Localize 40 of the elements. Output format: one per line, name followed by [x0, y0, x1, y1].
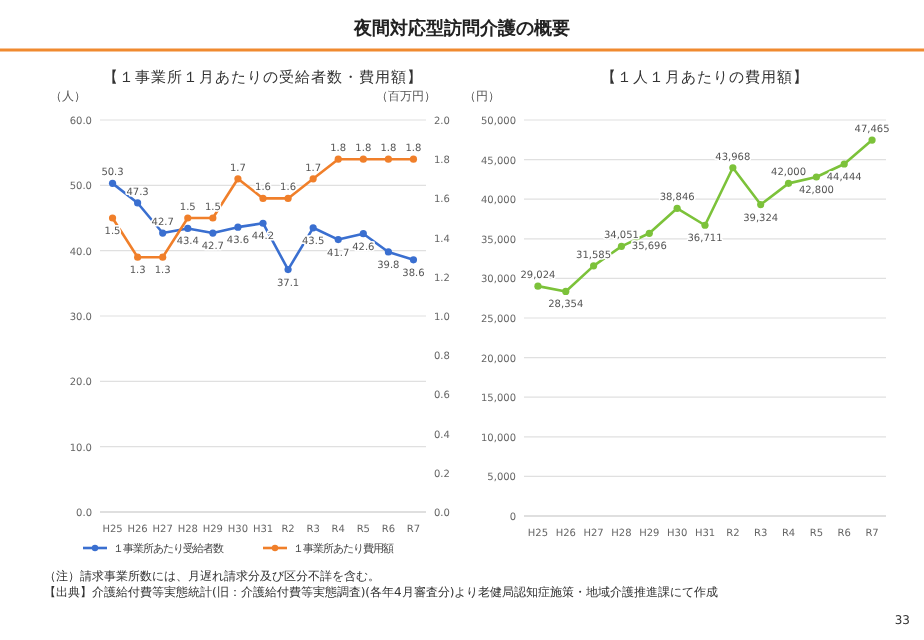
point	[159, 229, 167, 237]
point	[234, 223, 242, 231]
point	[534, 282, 542, 290]
point	[840, 160, 848, 168]
point	[184, 224, 192, 233]
point	[701, 221, 709, 229]
point	[409, 155, 418, 163]
point	[590, 262, 598, 270]
point	[334, 235, 342, 244]
point	[284, 266, 292, 274]
text: 夜間対応型訪問介護の概要	[352, 18, 570, 40]
point	[645, 229, 653, 237]
point	[159, 253, 167, 261]
point	[359, 155, 367, 163]
point	[409, 256, 418, 264]
point	[209, 229, 217, 237]
point	[108, 214, 117, 222]
point	[673, 204, 681, 212]
point	[384, 155, 392, 163]
point	[617, 242, 626, 250]
point	[259, 194, 267, 202]
point	[334, 155, 342, 163]
point	[784, 179, 793, 187]
point	[234, 175, 242, 183]
point	[562, 287, 570, 296]
point	[384, 248, 392, 256]
point	[812, 173, 820, 181]
point	[359, 230, 367, 238]
point	[284, 194, 292, 202]
point	[134, 253, 142, 261]
point	[184, 214, 192, 222]
point	[309, 224, 317, 232]
point	[108, 179, 117, 187]
point	[309, 175, 317, 183]
point	[134, 199, 142, 207]
point	[868, 136, 876, 144]
point	[209, 214, 217, 222]
point	[757, 200, 765, 209]
point	[259, 219, 267, 227]
point	[729, 164, 737, 172]
